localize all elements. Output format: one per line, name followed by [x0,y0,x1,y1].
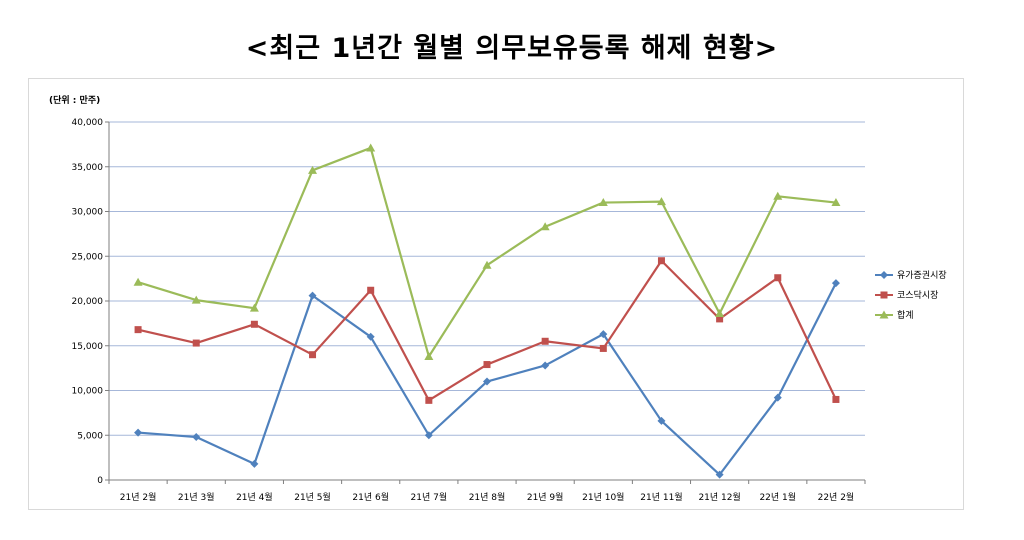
data-point [366,332,375,341]
x-tick-label: 21년 10월 [582,491,624,503]
data-point [541,337,549,345]
x-tick-label: 21년 12월 [698,491,740,503]
data-point [367,286,375,294]
data-point [831,198,841,207]
data-point [715,309,725,318]
legend-item: 합계 [875,309,914,321]
legend-label: 합계 [897,309,914,321]
y-tick-label: 25,000 [72,252,104,262]
page-title: <최근 1년간 월별 의무보유등록 해제 현황> [245,33,779,64]
data-point [773,393,782,402]
data-point [656,197,666,206]
x-tick-label: 21년 2월 [120,491,157,503]
data-point [250,320,258,328]
axes: 0 5,000 10,000 15,000 20,000 25,000 30,000 35,0… [72,118,866,503]
data-point [716,315,724,323]
data-point [424,351,434,360]
data-point [773,191,783,200]
unit-label: (단위 : 만주) [49,94,100,106]
legend-item: 코스닥시장 [875,290,938,301]
data-point [831,279,840,288]
chart-frame: 0 5,000 10,000 15,000 20,000 25,000 30,000 35,0… [28,78,964,510]
data-point [134,428,143,437]
data-point [134,326,142,334]
data-point [832,395,840,403]
data-point [657,416,666,425]
x-tick-label: 21년 3월 [178,491,215,503]
series-1 [134,279,840,479]
y-tick-label: 40,000 [72,118,104,128]
data-point [599,330,608,339]
series-3 [133,143,841,360]
legend-label: 유가증권시장 [897,269,947,281]
line-chart: 0 5,000 10,000 15,000 20,000 25,000 30,000 35,0… [49,94,947,503]
y-tick-label: 30,000 [72,208,104,218]
data-point [541,361,550,370]
data-point [192,433,201,442]
data-point [483,361,491,369]
data-point [540,222,550,231]
series-line [137,146,837,358]
data-point [424,431,433,440]
x-tick-label: 22년 2월 [818,491,855,503]
x-tick-label: 21년 9월 [527,491,564,503]
data-point [250,459,259,468]
x-tick-label: 21년 6월 [352,491,389,503]
x-tick-label: 22년 1월 [759,491,796,503]
x-tick-label: 21년 5월 [294,491,331,503]
data-point [425,396,433,404]
legend-item: 유가증권시장 [875,269,947,281]
data-point [191,295,201,304]
data-point [309,351,317,359]
y-tick-label: 20,000 [72,297,104,307]
data-point [249,303,259,312]
data-point [599,344,607,352]
series-layer [133,143,841,479]
data-point [774,274,782,282]
grid-lines [109,121,865,436]
y-tick-label: 10,000 [72,387,104,397]
y-tick-label: 0 [97,476,103,486]
data-point [308,291,317,300]
y-tick-label: 5,000 [77,431,103,441]
data-point [715,470,724,479]
data-point [598,198,608,207]
data-point [192,339,200,347]
legend-marker [880,291,888,299]
data-point [657,257,665,265]
x-tick-label: 21년 11월 [640,491,682,503]
legend-marker [880,271,888,279]
data-point [308,165,318,174]
data-point [366,143,376,152]
legend-label: 코스닥시장 [897,290,938,301]
x-tick-label: 21년 8월 [469,491,506,503]
series-2 [134,257,840,404]
y-tick-label: 15,000 [72,342,104,352]
y-tick-label: 35,000 [72,163,104,173]
legend-marker [879,310,889,319]
x-tick-label: 21년 4월 [236,491,273,503]
data-point [482,260,492,269]
data-point [133,277,143,286]
x-tick-label: 21년 7월 [411,491,448,503]
data-point [483,377,491,386]
